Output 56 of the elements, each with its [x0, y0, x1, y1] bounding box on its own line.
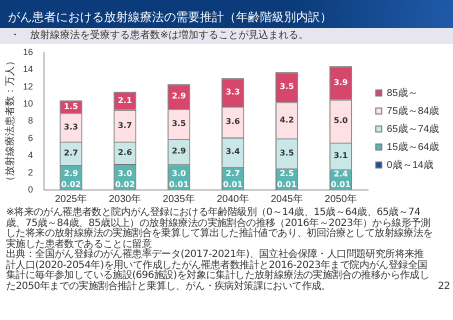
data-label: 3.9: [334, 78, 348, 87]
data-label: 2.5: [280, 169, 294, 178]
data-label: 2.4: [334, 169, 348, 178]
data-label: 5.0: [334, 116, 348, 126]
data-label: 3.5: [172, 119, 186, 128]
data-label: 3.1: [334, 151, 348, 160]
data-label: 1.5: [64, 102, 79, 111]
x-tick-label: 2045年: [270, 192, 303, 205]
data-label: 0.02: [115, 180, 135, 190]
data-label: 3.4: [226, 147, 240, 156]
data-label: 0.01: [222, 180, 244, 190]
y-tick-label: 12: [22, 81, 34, 92]
x-tick-label: 2035年: [162, 192, 196, 205]
y-tick-label: 6: [28, 132, 34, 143]
y-tick-label: 16: [22, 46, 34, 57]
data-label: 0.02: [61, 180, 81, 190]
data-label: 2.7: [226, 169, 240, 178]
data-label: 2.9: [172, 146, 186, 156]
legend-label: 15歳～64歳: [386, 140, 440, 153]
y-tick-label: 14: [22, 64, 34, 74]
legend-label: 75歳～84歳: [386, 104, 440, 117]
data-label: 3.0: [172, 169, 186, 178]
chart-subtitle: ・ 放射線療法を受療する患者数※は増加することが見込まれる。: [0, 28, 453, 44]
data-label: 3.5: [280, 82, 294, 92]
data-label: 3.6: [226, 117, 240, 126]
x-tick-label: 2050年: [324, 192, 357, 205]
x-tick-label: 2025年: [54, 192, 88, 205]
legend-label: 85歳～: [386, 86, 418, 99]
text: 22: [438, 280, 450, 292]
data-label: 0.01: [169, 180, 190, 190]
data-label: 2.6: [118, 148, 132, 157]
data-label: 3.0: [118, 169, 132, 178]
text: ※将来のがん罹患者数と院内がん登録における年齢階級別（0～14歳、15歳～64歳、65歳～74歳、75歳～84歳、85歳以上）の放射線療法の実施割合の推移（2016年～2023年）から線形予測した将来の放射線療法の実施割合を乗算して算出した推計値であり、初回治療として放射線療法を実施した患者数であることに留意: [6, 207, 433, 250]
data-label: 3.3: [226, 87, 240, 96]
data-label: 2.7: [64, 148, 78, 158]
data-label: 2.9: [64, 169, 79, 178]
x-tick-label: 2040年: [216, 192, 249, 205]
data-label: 2.9: [172, 92, 186, 101]
data-label: 3.3: [64, 122, 78, 132]
legend-label: 0歳～14歳: [386, 158, 434, 171]
y-tick-label: 8: [28, 116, 34, 126]
data-label: 3.5: [280, 148, 294, 158]
data-label: 2.1: [118, 96, 132, 105]
data-label: 0.01: [276, 180, 298, 190]
source-note: 出典：全国がん登録のがん罹患率データ(2017-2021年)、国立社会保障・人口問題研究所将来推計人口(2020-2054年)を用いて作成したがん罹患者数推計と2016-2023年まで院内がん登録全国集計に毎年参加している施設(696施設)を対象に集計した放射線療法の実施割合の推移から作成した2050年までの実施割合推計と乗算し、がん・疾病対策課において作成。: [6, 249, 430, 292]
y-tick-label: 4: [28, 150, 34, 160]
chart-title: がん患者における放射線療法の需要推計（年齢階級別内訳）: [0, 0, 453, 28]
data-label: 4.2: [280, 115, 294, 124]
legend-label: 65歳～74歳: [386, 122, 440, 135]
x-tick-label: 2030年: [108, 192, 142, 205]
y-tick-label: 10: [22, 98, 34, 108]
y-axis-title: （放射線療法患者数：万人）: [4, 56, 16, 186]
y-tick-label: 0: [28, 184, 34, 194]
data-label: 3.7: [118, 120, 132, 130]
y-tick-label: 2: [28, 167, 34, 178]
data-label: 0.01: [330, 180, 352, 190]
